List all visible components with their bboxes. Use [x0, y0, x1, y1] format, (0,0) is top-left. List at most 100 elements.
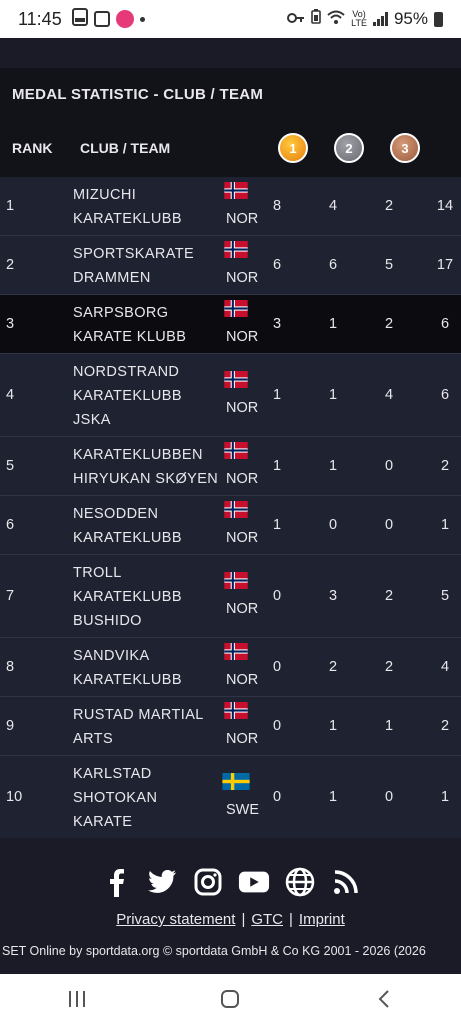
rank-cell: 5 — [6, 458, 15, 474]
pdf-icon — [71, 7, 88, 31]
imprint-link[interactable]: Imprint — [298, 911, 345, 928]
norway-flag-icon — [222, 501, 250, 518]
table-row[interactable]: 4 NORDSTRAND KARATEKLUBB JSKA NOR 1 1 4 … — [0, 354, 461, 437]
back-icon[interactable] — [364, 984, 404, 1014]
bronze-medal-icon[interactable]: 3 — [390, 133, 420, 163]
nation-code: NOR — [226, 211, 259, 227]
silver-count: 1 — [328, 789, 338, 805]
club-name-link[interactable]: SARPSBORG KARATE KLUBB — [73, 305, 187, 345]
norway-flag-icon — [222, 643, 250, 660]
table-row[interactable]: 2 SPORTSKARATE DRAMMEN NOR 6 6 5 17 — [0, 236, 461, 295]
wifi-icon — [327, 9, 345, 29]
status-bar: 11:45 Vo) LTE 95% — [0, 0, 461, 38]
bronze-count: 1 — [384, 718, 394, 734]
bronze-count: 5 — [384, 257, 394, 273]
rank-cell: 4 — [6, 387, 15, 403]
norway-flag-icon — [222, 702, 250, 719]
table-row[interactable]: 9 RUSTAD MARTIAL ARTS NOR 0 1 1 2 — [0, 697, 461, 756]
silver-count: 4 — [328, 198, 338, 214]
gold-count: 0 — [272, 659, 282, 675]
volte-indicator: Vo) LTE — [351, 10, 367, 28]
instagram-icon[interactable] — [192, 866, 224, 898]
club-name-link[interactable]: SANDVIKA KARATEKLUBB — [73, 648, 182, 688]
nation-code: NOR — [226, 672, 259, 688]
club-name-link[interactable]: KARLSTAD SHOTOKAN KARATE — [73, 766, 158, 830]
rank-cell: 3 — [6, 316, 15, 332]
gold-count: 6 — [272, 257, 282, 273]
nation-code: NOR — [226, 471, 259, 487]
column-header-club[interactable]: CLUB / TEAM — [80, 140, 171, 156]
top-strip — [0, 38, 461, 68]
gold-count: 1 — [272, 387, 282, 403]
table-row[interactable]: 6 NESODDEN KARATEKLUBB NOR 1 0 0 1 — [0, 496, 461, 555]
gtc-link[interactable]: GTC — [251, 911, 284, 928]
table-row[interactable]: 10 KARLSTAD SHOTOKAN KARATE SWE 0 1 0 1 — [0, 756, 461, 839]
globe-icon[interactable] — [284, 866, 316, 898]
silver-count: 2 — [328, 659, 338, 675]
nation-code: NOR — [226, 731, 259, 747]
club-name-link[interactable]: SPORTSKARATE DRAMMEN — [73, 246, 195, 286]
link-separator: | — [241, 911, 246, 928]
key-icon — [287, 9, 305, 29]
facebook-icon[interactable] — [100, 866, 132, 898]
more-notifications-icon — [139, 16, 145, 22]
twitter-icon[interactable] — [146, 866, 178, 898]
home-icon[interactable] — [210, 984, 250, 1014]
bronze-count: 2 — [384, 316, 394, 332]
link-separator: | — [289, 911, 293, 928]
sweden-flag-icon — [222, 773, 250, 790]
table-row[interactable]: 5 KARATEKLUBBEN HIRYUKAN SKØYEN NOR 1 1 … — [0, 437, 461, 496]
gold-count: 0 — [272, 588, 282, 604]
silver-count: 1 — [328, 458, 338, 474]
gold-count: 0 — [272, 789, 282, 805]
gold-count: 8 — [272, 198, 282, 214]
total-count: 6 — [440, 316, 450, 332]
bronze-count: 2 — [384, 659, 394, 675]
signal-icon — [372, 12, 388, 26]
table-row[interactable]: 3 SARPSBORG KARATE KLUBB NOR 3 1 2 6 — [0, 295, 461, 354]
gold-medal-icon[interactable]: 1 — [278, 133, 308, 163]
column-header-rank[interactable]: RANK — [12, 140, 53, 156]
bronze-count: 0 — [384, 458, 394, 474]
app-notification-icon — [93, 11, 110, 27]
total-count: 6 — [440, 387, 450, 403]
table-row[interactable]: 8 SANDVIKA KARATEKLUBB NOR 0 2 2 4 — [0, 638, 461, 697]
youtube-icon[interactable] — [238, 866, 270, 898]
club-name-link[interactable]: RUSTAD MARTIAL ARTS — [73, 707, 204, 747]
bronze-count: 4 — [384, 387, 394, 403]
club-name-link[interactable]: MIZUCHI KARATEKLUBB — [73, 187, 182, 227]
silver-count: 6 — [328, 257, 338, 273]
recent-apps-icon[interactable] — [57, 984, 97, 1014]
table-row[interactable]: 7 TROLL KARATEKLUBB BUSHIDO NOR 0 3 2 5 — [0, 555, 461, 638]
nation-code: NOR — [226, 400, 259, 416]
bronze-count: 0 — [384, 517, 394, 533]
bronze-count: 2 — [384, 198, 394, 214]
silver-count: 1 — [328, 316, 338, 332]
nation-code: NOR — [226, 329, 259, 345]
rank-cell: 2 — [6, 257, 15, 273]
rank-cell: 8 — [6, 659, 15, 675]
table-row[interactable]: 1 MIZUCHI KARATEKLUBB NOR 8 4 2 14 — [0, 177, 461, 236]
silver-count: 1 — [328, 718, 338, 734]
medal-table-header: MEDAL STATISTIC - CLUB / TEAM RANK CLUB … — [0, 68, 461, 180]
volte-label: Vo) — [352, 9, 366, 19]
club-name-link[interactable]: TROLL KARATEKLUBB BUSHIDO — [73, 565, 182, 629]
club-name-link[interactable]: NORDSTRAND KARATEKLUBB JSKA — [73, 364, 182, 428]
silver-count: 1 — [328, 387, 338, 403]
silver-medal-icon[interactable]: 2 — [334, 133, 364, 163]
rank-cell: 6 — [6, 517, 15, 533]
gold-count: 0 — [272, 718, 282, 734]
total-count: 5 — [440, 588, 450, 604]
rss-icon[interactable] — [330, 866, 362, 898]
page-footer: Privacy statement | GTC | Imprint SET Online… — [0, 838, 461, 974]
club-name-link[interactable]: KARATEKLUBBEN HIRYUKAN SKØYEN — [73, 447, 219, 487]
total-count: 2 — [440, 458, 450, 474]
privacy-statement-link[interactable]: Privacy statement — [116, 911, 236, 928]
norway-flag-icon — [222, 300, 250, 317]
total-count: 4 — [440, 659, 450, 675]
club-name-link[interactable]: NESODDEN KARATEKLUBB — [73, 506, 182, 546]
gold-count: 1 — [272, 517, 282, 533]
nation-code: SWE — [226, 802, 260, 818]
system-nav-bar — [0, 974, 461, 1024]
lte-label: LTE — [351, 18, 367, 28]
